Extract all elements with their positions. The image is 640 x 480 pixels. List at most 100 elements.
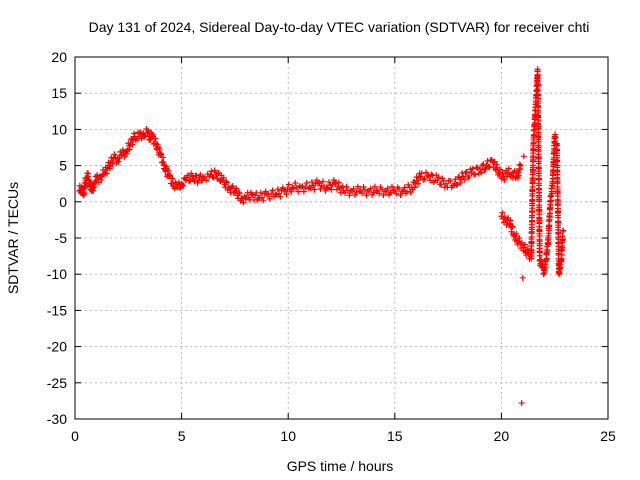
data-point <box>115 158 122 165</box>
data-point <box>98 176 105 183</box>
data-point <box>478 169 485 176</box>
data-point <box>555 214 562 221</box>
data-point <box>528 217 535 224</box>
data-point <box>535 176 542 183</box>
data-point <box>109 160 116 167</box>
grid <box>75 57 608 419</box>
x-tick-label: 10 <box>280 428 296 444</box>
data-point <box>152 135 159 142</box>
data-point <box>546 222 553 229</box>
data-point <box>184 172 191 179</box>
data-point <box>187 177 194 184</box>
data-point <box>530 139 537 146</box>
outlier-point <box>519 274 526 281</box>
y-tick-label: -10 <box>47 266 67 282</box>
data-point <box>435 174 442 181</box>
data-point <box>300 188 307 195</box>
data-point <box>501 214 508 221</box>
data-point <box>521 244 528 251</box>
data-point <box>359 190 366 197</box>
data-point <box>509 223 516 230</box>
data-point <box>169 175 176 182</box>
data-point <box>176 185 183 192</box>
axis-ticks: 0 5 10 15 20 25 -30 -25 -20 -15 -10 -5 0 5 10 15 20 <box>47 49 616 444</box>
data-point <box>536 198 543 205</box>
data-point <box>454 181 461 188</box>
data-point <box>555 222 562 229</box>
data-point <box>274 186 281 193</box>
data-point <box>543 255 550 262</box>
data-point <box>460 173 467 180</box>
data-point <box>534 95 541 102</box>
outlier-point <box>518 400 525 407</box>
data-point <box>557 264 564 271</box>
data-point <box>552 134 559 141</box>
data-point <box>91 184 98 191</box>
data-point <box>354 183 361 190</box>
data-point <box>442 180 449 187</box>
data-point <box>529 175 536 182</box>
data-point <box>528 234 535 241</box>
data-point <box>141 133 148 140</box>
data-point <box>328 186 335 193</box>
data-point <box>560 227 567 234</box>
data-point <box>285 181 292 188</box>
x-tick-label: 0 <box>71 428 79 444</box>
data-point <box>536 219 543 226</box>
data-point <box>513 230 520 237</box>
data-point <box>461 176 468 183</box>
data-point <box>236 190 243 197</box>
chart-title: Day 131 of 2024, Sidereal Day-to-day VTE… <box>89 19 590 35</box>
data-point <box>85 170 92 177</box>
data-point <box>501 176 508 183</box>
data-point <box>554 193 561 200</box>
data-point <box>262 188 269 195</box>
data-point <box>352 191 359 198</box>
data-point <box>160 158 167 165</box>
data-point <box>428 171 435 178</box>
y-tick-label: 5 <box>59 158 67 174</box>
data-point <box>233 185 240 192</box>
data-point <box>123 150 130 157</box>
data-point <box>505 165 512 172</box>
data-point <box>548 197 555 204</box>
data-point <box>477 166 484 173</box>
data-point <box>350 185 357 192</box>
data-point <box>491 158 498 165</box>
data-point <box>208 168 215 175</box>
data-point <box>223 178 230 185</box>
data-point <box>344 187 351 194</box>
data-point <box>223 179 230 186</box>
data-point <box>220 174 227 181</box>
data-point <box>481 167 488 174</box>
data-point <box>507 217 514 224</box>
data-point <box>319 178 326 185</box>
data-point <box>462 169 469 176</box>
data-point <box>180 182 187 189</box>
data-point <box>380 192 387 199</box>
x-tick-label: 15 <box>387 428 403 444</box>
data-point <box>457 179 464 186</box>
data-point <box>346 192 353 199</box>
data-point <box>130 130 137 137</box>
x-tick-label: 20 <box>494 428 510 444</box>
y-tick-label: 15 <box>51 85 67 101</box>
data-point <box>536 249 543 256</box>
data-point <box>269 187 276 194</box>
data-point <box>266 195 273 202</box>
y-tick-label: 20 <box>51 49 67 65</box>
data-point <box>81 190 88 197</box>
data-point <box>257 189 264 196</box>
data-point <box>535 125 542 132</box>
y-tick-label: 0 <box>59 194 67 210</box>
data-point <box>188 170 195 177</box>
data-point <box>397 192 404 199</box>
data-point <box>121 153 128 160</box>
data-point <box>554 171 561 178</box>
data-point <box>417 173 424 180</box>
y-tick-label: 10 <box>51 121 67 137</box>
data-point <box>232 188 239 195</box>
data-point <box>194 179 201 186</box>
data-point <box>277 193 284 200</box>
data-point <box>353 188 360 195</box>
